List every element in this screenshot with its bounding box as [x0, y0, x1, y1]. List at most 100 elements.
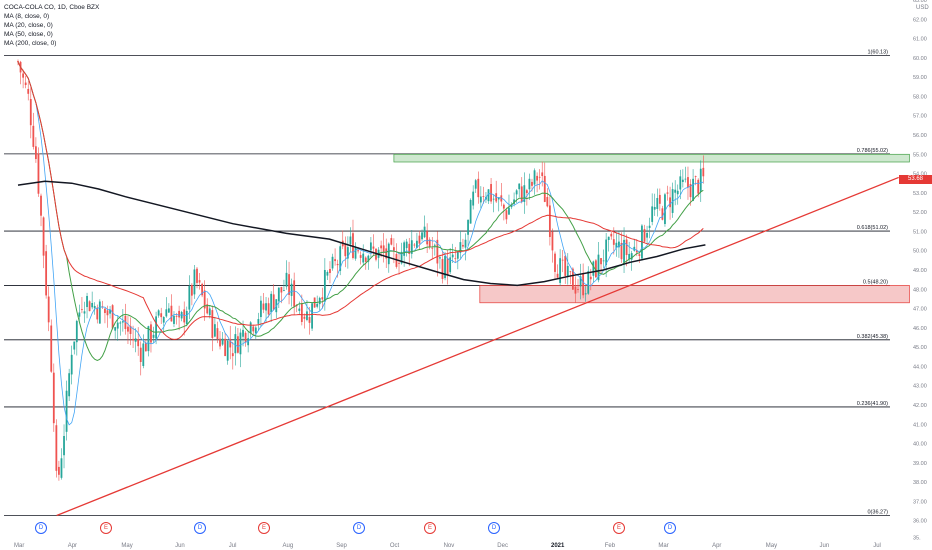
candle-body	[554, 253, 556, 272]
candle-body	[63, 435, 65, 456]
chart-legend: COCA-COLA CO, 1D, Cboe BZX MA (8, close,…	[4, 3, 99, 48]
earnings-event-icon[interactable]: E	[258, 522, 270, 534]
candle-body	[231, 353, 234, 357]
candle-body	[589, 276, 592, 280]
candle-body	[651, 206, 654, 222]
candle-body	[290, 283, 293, 296]
candle-body	[336, 263, 339, 266]
candle-body	[464, 239, 467, 248]
dividend-event-icon[interactable]: D	[664, 522, 676, 534]
y-tick-label: 39.00	[913, 461, 927, 467]
dividend-event-icon[interactable]: D	[35, 522, 47, 534]
candle-body	[615, 242, 618, 248]
candle-body	[142, 343, 145, 367]
y-tick-label: 59.00	[913, 75, 927, 81]
candle-body	[127, 326, 129, 332]
candle-body	[203, 290, 206, 309]
candle-body	[405, 241, 408, 249]
candle-body	[513, 199, 515, 204]
fib-label-4: 0.382(45.38)	[857, 334, 888, 340]
candle-body	[426, 231, 429, 245]
x-tick-label: Aug	[283, 543, 294, 549]
candle-body	[423, 226, 426, 238]
candle-body	[183, 309, 186, 323]
candle-body	[444, 255, 446, 279]
candle-body	[98, 301, 101, 324]
dividend-event-icon[interactable]: D	[488, 522, 500, 534]
candle-body	[193, 269, 196, 295]
candle-body	[520, 186, 523, 202]
last-price-tag: 53.68	[899, 175, 932, 185]
candle-body	[431, 247, 434, 249]
candle-body	[206, 304, 209, 314]
dividend-event-icon[interactable]: D	[353, 522, 365, 534]
candle-body	[607, 236, 610, 240]
earnings-event-icon[interactable]: E	[613, 522, 625, 534]
candle-body	[331, 256, 334, 269]
candle-body	[569, 271, 572, 273]
y-tick-label: 53.00	[913, 191, 927, 197]
candle-body	[638, 254, 641, 256]
candle-body	[597, 254, 600, 281]
candle-body	[300, 303, 303, 322]
candle-body	[298, 308, 301, 311]
candle-body	[408, 243, 411, 254]
candle-body	[78, 312, 81, 317]
candle-body	[474, 180, 477, 189]
candle-body	[155, 316, 157, 339]
candle-body	[510, 205, 513, 208]
candle-body	[344, 243, 347, 257]
candle-body	[620, 242, 623, 260]
candle-body	[91, 302, 94, 308]
candle-body	[311, 303, 313, 329]
candle-body	[546, 196, 549, 207]
candle-body	[467, 219, 469, 235]
candle-body	[648, 225, 651, 228]
currency-label: USD	[916, 5, 929, 11]
candle-body	[162, 317, 165, 323]
x-tick-label: Apr	[68, 543, 77, 549]
candle-body	[214, 324, 216, 337]
fib-label-5: 0.236(41.90)	[857, 401, 888, 407]
candle-body	[224, 338, 227, 357]
candle-body	[577, 289, 579, 290]
candle-body	[605, 239, 608, 266]
candle-body	[449, 257, 452, 273]
y-tick-label: 48.00	[913, 287, 927, 293]
candle-body	[410, 240, 413, 254]
candle-body	[681, 179, 684, 182]
y-tick-label: 51.00	[913, 229, 927, 235]
candle-body	[173, 315, 175, 324]
candle-body	[533, 170, 536, 185]
dividend-event-icon[interactable]: D	[194, 522, 206, 534]
candle-body	[37, 153, 40, 194]
fib-label-0: 1(60.13)	[868, 49, 889, 55]
candle-body	[600, 258, 602, 265]
candle-body	[270, 293, 273, 313]
earnings-event-icon[interactable]: E	[100, 522, 112, 534]
candle-body	[318, 297, 321, 305]
candle-body	[188, 285, 191, 310]
y-tick-label: 52.00	[913, 210, 927, 216]
candle-body	[646, 233, 648, 238]
candle-body	[380, 245, 383, 249]
candle-body	[137, 339, 140, 347]
earnings-event-icon[interactable]: E	[424, 522, 436, 534]
y-axis: 36.00 37.00 38.00 39.00 40.00 41.00 42.00 43.00…	[913, 0, 927, 542]
candle-body	[237, 336, 239, 353]
candle-body	[635, 250, 638, 253]
candle-body	[229, 338, 232, 348]
candle-body	[623, 239, 625, 263]
candle-body	[674, 189, 677, 193]
candle-body	[398, 262, 400, 264]
ma20-line	[17, 61, 704, 361]
candle-body	[502, 204, 505, 209]
candle-body	[86, 295, 88, 308]
fib-levels: 1(60.13) 0.786(55.02) 0.618(51.02) 0.5(48.2…	[4, 49, 890, 516]
candle-body	[508, 207, 510, 215]
candle-body	[421, 232, 423, 240]
legend-ma50: MA (50, close, 0)	[4, 31, 53, 38]
candle-body	[70, 354, 73, 375]
candle-body	[515, 190, 518, 195]
